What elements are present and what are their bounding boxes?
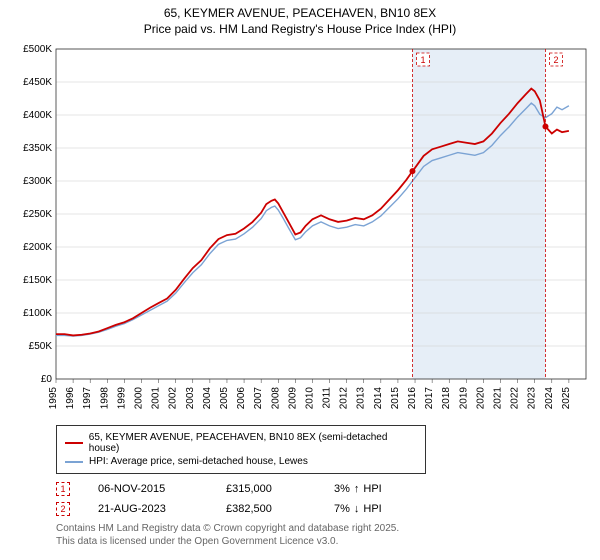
sale-date: 21-AUG-2023 (98, 503, 198, 515)
svg-text:1: 1 (420, 55, 425, 65)
sale-change-label: HPI (363, 503, 381, 515)
sale-change: 7% ↓ HPI (334, 503, 382, 515)
svg-text:£200K: £200K (23, 242, 52, 253)
svg-text:£250K: £250K (23, 209, 52, 220)
svg-text:2003: 2003 (185, 387, 196, 410)
svg-text:£400K: £400K (23, 110, 52, 121)
title-line-2: Price paid vs. HM Land Registry's House … (6, 22, 594, 38)
sale-date: 06-NOV-2015 (98, 483, 198, 495)
svg-text:1996: 1996 (65, 387, 76, 410)
svg-text:2025: 2025 (561, 387, 572, 410)
chart-area: £0 £50K £100K £150K £200K £250K £300K £350K £400… (6, 41, 594, 419)
sale-price: £382,500 (226, 503, 306, 515)
footer-line-1: Contains HM Land Registry data © Crown c… (56, 522, 594, 535)
svg-text:1995: 1995 (48, 387, 59, 410)
svg-text:£100K: £100K (23, 308, 52, 319)
sale-change-pct: 3% (334, 483, 350, 495)
svg-text:2020: 2020 (475, 387, 486, 410)
svg-text:2024: 2024 (544, 387, 555, 410)
sale-marker-icon: 1 (56, 482, 70, 496)
svg-text:2002: 2002 (168, 387, 179, 410)
sale-price: £315,000 (226, 483, 306, 495)
svg-text:2005: 2005 (219, 387, 230, 410)
svg-text:2017: 2017 (424, 387, 435, 410)
legend-swatch (65, 461, 83, 463)
svg-text:2009: 2009 (287, 387, 298, 410)
chart-title-block: 65, KEYMER AVENUE, PEACEHAVEN, BN10 8EX … (6, 6, 594, 37)
svg-text:2022: 2022 (510, 387, 521, 410)
svg-text:2010: 2010 (304, 387, 315, 410)
svg-text:£350K: £350K (23, 143, 52, 154)
svg-text:£150K: £150K (23, 275, 52, 286)
line-chart: £0 £50K £100K £150K £200K £250K £300K £350K £400… (6, 41, 594, 419)
legend-item: HPI: Average price, semi-detached house,… (65, 456, 417, 467)
legend: 65, KEYMER AVENUE, PEACEHAVEN, BN10 8EX … (56, 425, 426, 474)
legend-label: HPI: Average price, semi-detached house,… (89, 456, 308, 467)
sale-change: 3% ↑ HPI (334, 483, 382, 495)
svg-text:£0: £0 (41, 374, 53, 385)
svg-text:2016: 2016 (407, 387, 418, 410)
svg-text:2008: 2008 (270, 387, 281, 410)
svg-text:2023: 2023 (527, 387, 538, 410)
sale-marker-icon: 2 (56, 502, 70, 516)
svg-text:£50K: £50K (29, 341, 53, 352)
svg-text:1999: 1999 (116, 387, 127, 410)
footer: Contains HM Land Registry data © Crown c… (56, 522, 594, 548)
svg-text:£500K: £500K (23, 44, 52, 55)
svg-text:2: 2 (553, 55, 558, 65)
legend-swatch (65, 442, 83, 444)
legend-label: 65, KEYMER AVENUE, PEACEHAVEN, BN10 8EX … (89, 432, 417, 454)
svg-text:£300K: £300K (23, 176, 52, 187)
legend-item: 65, KEYMER AVENUE, PEACEHAVEN, BN10 8EX … (65, 432, 417, 454)
svg-text:2021: 2021 (493, 387, 504, 410)
svg-text:2013: 2013 (356, 387, 367, 410)
title-line-1: 65, KEYMER AVENUE, PEACEHAVEN, BN10 8EX (6, 6, 594, 22)
svg-text:2012: 2012 (339, 387, 350, 410)
svg-text:2014: 2014 (373, 387, 384, 410)
svg-text:2019: 2019 (458, 387, 469, 410)
svg-text:2000: 2000 (133, 387, 144, 410)
svg-text:2011: 2011 (322, 387, 333, 409)
svg-text:2006: 2006 (236, 387, 247, 410)
svg-text:1998: 1998 (99, 387, 110, 410)
sale-row: 2 21-AUG-2023 £382,500 7% ↓ HPI (56, 502, 594, 516)
sale-table: 1 06-NOV-2015 £315,000 3% ↑ HPI 2 21-AUG… (56, 482, 594, 516)
svg-text:2015: 2015 (390, 387, 401, 410)
sale-change-pct: 7% (334, 503, 350, 515)
svg-text:2004: 2004 (202, 387, 213, 410)
sale-row: 1 06-NOV-2015 £315,000 3% ↑ HPI (56, 482, 594, 496)
arrow-down-icon: ↓ (354, 503, 360, 515)
svg-text:2018: 2018 (441, 387, 452, 410)
svg-text:2001: 2001 (151, 387, 162, 410)
svg-text:1997: 1997 (82, 387, 93, 410)
footer-line-2: This data is licensed under the Open Gov… (56, 535, 594, 548)
svg-text:£450K: £450K (23, 77, 52, 88)
sale-change-label: HPI (363, 483, 381, 495)
svg-text:2007: 2007 (253, 387, 264, 410)
arrow-up-icon: ↑ (354, 483, 360, 495)
